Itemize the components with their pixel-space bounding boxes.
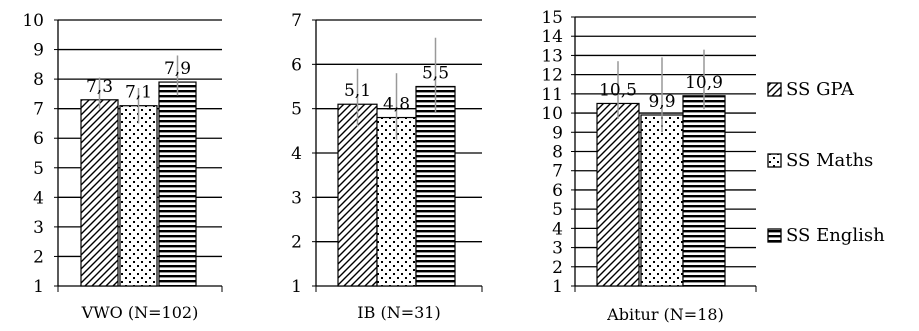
y-tick-label: 3 xyxy=(33,218,44,238)
y-tick-label: 4 xyxy=(33,188,44,208)
y-tick-label: 2 xyxy=(291,233,302,253)
bar-english xyxy=(415,85,456,287)
y-tick-label: 8 xyxy=(33,70,44,90)
legend-swatch xyxy=(767,82,782,97)
legend-label: SS GPA xyxy=(786,79,855,100)
panel-category-label: Abitur (N=18) xyxy=(606,305,724,324)
y-tick-label: 3 xyxy=(291,188,302,208)
y-tick-label: 3 xyxy=(552,239,563,259)
y-tick-label: 11 xyxy=(541,85,563,105)
y-tick-label: 13 xyxy=(541,46,563,66)
data-label: 4,8 xyxy=(383,95,410,115)
bar-maths xyxy=(119,105,158,287)
y-tick-label: 6 xyxy=(552,181,563,201)
data-label: 10,5 xyxy=(599,80,637,100)
legend-item-english: SS English xyxy=(767,225,885,246)
y-tick-label: 2 xyxy=(33,247,44,267)
y-tick-label: 5 xyxy=(291,100,302,120)
bar-gpa xyxy=(337,103,378,287)
bar-english xyxy=(682,95,726,287)
bar-gpa xyxy=(80,99,119,287)
y-tick-label: 6 xyxy=(291,55,302,75)
y-tick-label: 6 xyxy=(33,129,44,149)
legend-label: SS English xyxy=(786,225,885,246)
y-tick-label: 8 xyxy=(552,143,563,163)
y-tick-label: 15 xyxy=(541,8,563,28)
y-tick-label: 4 xyxy=(291,144,302,164)
y-tick-label: 14 xyxy=(541,27,563,47)
chart-panel-1: 1 2 3 4 5 6 7 8 9 10 7,3 7,1 7,9 VWO (N=102) xyxy=(22,11,223,322)
y-tick-label: 5 xyxy=(33,159,44,179)
legend-swatch xyxy=(767,153,782,168)
y-tick-label: 7 xyxy=(552,162,563,182)
bar-maths xyxy=(640,114,684,287)
legend-swatch xyxy=(767,228,782,243)
data-label: 5,5 xyxy=(422,64,449,84)
bar-english xyxy=(158,81,197,287)
y-tick-label: 12 xyxy=(541,66,563,86)
data-label: 7,9 xyxy=(164,59,191,79)
chart-panel-2: 1 2 3 4 5 6 7 5,1 4,8 5,5 IB (N=31) xyxy=(291,11,483,322)
y-tick-label: 2 xyxy=(552,258,563,278)
bar-maths xyxy=(376,116,417,287)
data-label: 10,9 xyxy=(685,73,723,93)
bar-gpa xyxy=(596,102,640,287)
legend: SS GPA SS Maths SS English xyxy=(767,79,885,246)
data-label: 7,1 xyxy=(125,83,152,103)
data-label: 7,3 xyxy=(86,77,113,97)
y-tick-label: 9 xyxy=(552,123,563,143)
y-tick-label: 1 xyxy=(552,277,563,297)
y-tick-label: 9 xyxy=(33,41,44,61)
legend-item-gpa: SS GPA xyxy=(767,79,855,100)
y-tick-label: 10 xyxy=(22,11,44,31)
y-tick-label: 4 xyxy=(552,219,563,239)
y-tick-label: 7 xyxy=(33,100,44,120)
y-tick-label: 5 xyxy=(552,200,563,220)
legend-item-maths: SS Maths xyxy=(767,150,873,171)
y-tick-label: 1 xyxy=(291,277,302,297)
legend-label: SS Maths xyxy=(786,150,873,171)
y-tick-label: 10 xyxy=(541,104,563,124)
y-tick-label: 7 xyxy=(291,11,302,31)
data-label: 9,9 xyxy=(648,92,675,112)
panel-category-label: IB (N=31) xyxy=(357,303,440,322)
panel-category-label: VWO (N=102) xyxy=(81,303,199,322)
y-tick-label: 1 xyxy=(33,277,44,297)
data-label: 5,1 xyxy=(344,81,371,101)
